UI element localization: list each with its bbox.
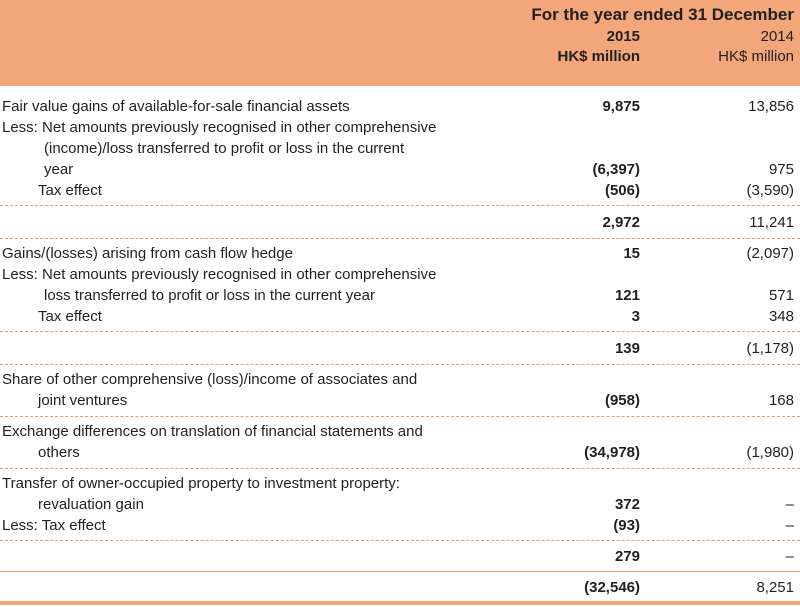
value-2014: 571 xyxy=(768,287,794,304)
row-label: Transfer of owner-occupied property to i… xyxy=(2,475,400,492)
value-2014: – xyxy=(785,548,794,565)
row-label-continued: loss transferred to profit or loss in th… xyxy=(44,287,375,304)
value-2014: (1,980) xyxy=(746,444,794,461)
value-2015: (32,546) xyxy=(584,579,640,596)
value-2015: 139 xyxy=(614,340,640,357)
value-2014: 8,251 xyxy=(756,579,794,596)
row-label: Less: Tax effect xyxy=(2,517,106,534)
period-heading: For the year ended 31 December xyxy=(531,5,794,24)
value-2015: 9,875 xyxy=(602,98,640,115)
row-label-continued: year xyxy=(44,161,74,178)
row-separator xyxy=(0,364,800,365)
row-label: Exchange differences on translation of f… xyxy=(2,423,423,440)
value-2014: – xyxy=(785,496,794,513)
row-label: Tax effect xyxy=(38,308,102,325)
value-2015: 3 xyxy=(631,308,640,325)
row-separator xyxy=(0,540,800,541)
row-label: Less: Net amounts previously recognised … xyxy=(2,266,437,283)
row-label: Less: Net amounts previously recognised … xyxy=(2,119,437,136)
row-label: Fair value gains of available-for-sale f… xyxy=(2,98,350,115)
value-2014: 348 xyxy=(768,308,794,325)
value-2015: 279 xyxy=(614,548,640,565)
value-2015: (34,978) xyxy=(584,444,640,461)
column-2015-unit: HK$ million xyxy=(557,48,640,65)
value-2014: 975 xyxy=(768,161,794,178)
value-2014: 168 xyxy=(768,392,794,409)
value-2015: (6,397) xyxy=(592,161,640,178)
row-separator xyxy=(0,238,800,239)
row-separator xyxy=(0,416,800,417)
value-2014: (1,178) xyxy=(746,340,794,357)
row-label: Tax effect xyxy=(38,182,102,199)
bottom-rule xyxy=(0,601,800,605)
value-2014: – xyxy=(785,517,794,534)
row-label-continued: others xyxy=(38,444,80,461)
row-separator xyxy=(0,331,800,332)
value-2014: 13,856 xyxy=(748,98,794,115)
row-separator xyxy=(0,468,800,469)
value-2015: (93) xyxy=(613,517,640,534)
row-label: Gains/(losses) arising from cash flow he… xyxy=(2,245,293,262)
value-2015: 15 xyxy=(623,245,640,262)
table-row: Less: Net amounts previously recognised … xyxy=(0,264,800,306)
value-2014: (2,097) xyxy=(746,245,794,262)
row-label-continued: (income)/loss transferred to profit or l… xyxy=(44,140,405,157)
table-header: For the year ended 31 December 2015 HK$ … xyxy=(0,0,800,86)
value-2015: 2,972 xyxy=(602,214,640,231)
column-2014-unit: HK$ million xyxy=(718,48,794,65)
row-label-continued: revaluation gain xyxy=(38,496,144,513)
row-label: Share of other comprehensive (loss)/inco… xyxy=(2,371,418,388)
value-2015: 372 xyxy=(614,496,640,513)
value-2015: (506) xyxy=(604,182,640,199)
table-row: Less: Net amounts previously recognised … xyxy=(0,117,800,180)
value-2015: 121 xyxy=(614,287,640,304)
column-2014-heading: 2014 HK$ million xyxy=(718,27,794,67)
row-separator xyxy=(0,205,800,206)
column-2014-year: 2014 xyxy=(760,28,794,45)
column-2015-heading: 2015 HK$ million xyxy=(557,27,640,67)
row-label-continued: joint ventures xyxy=(38,392,128,409)
value-2014: 11,241 xyxy=(749,214,794,231)
row-separator xyxy=(0,571,800,572)
table-row: Exchange differences on translation of f… xyxy=(0,421,800,463)
table-row: Transfer of owner-occupied property to i… xyxy=(0,473,800,515)
table-row: Share of other comprehensive (loss)/inco… xyxy=(0,369,800,411)
value-2015: (958) xyxy=(604,392,640,409)
value-2014: (3,590) xyxy=(746,182,794,199)
column-2015-year: 2015 xyxy=(606,28,640,45)
